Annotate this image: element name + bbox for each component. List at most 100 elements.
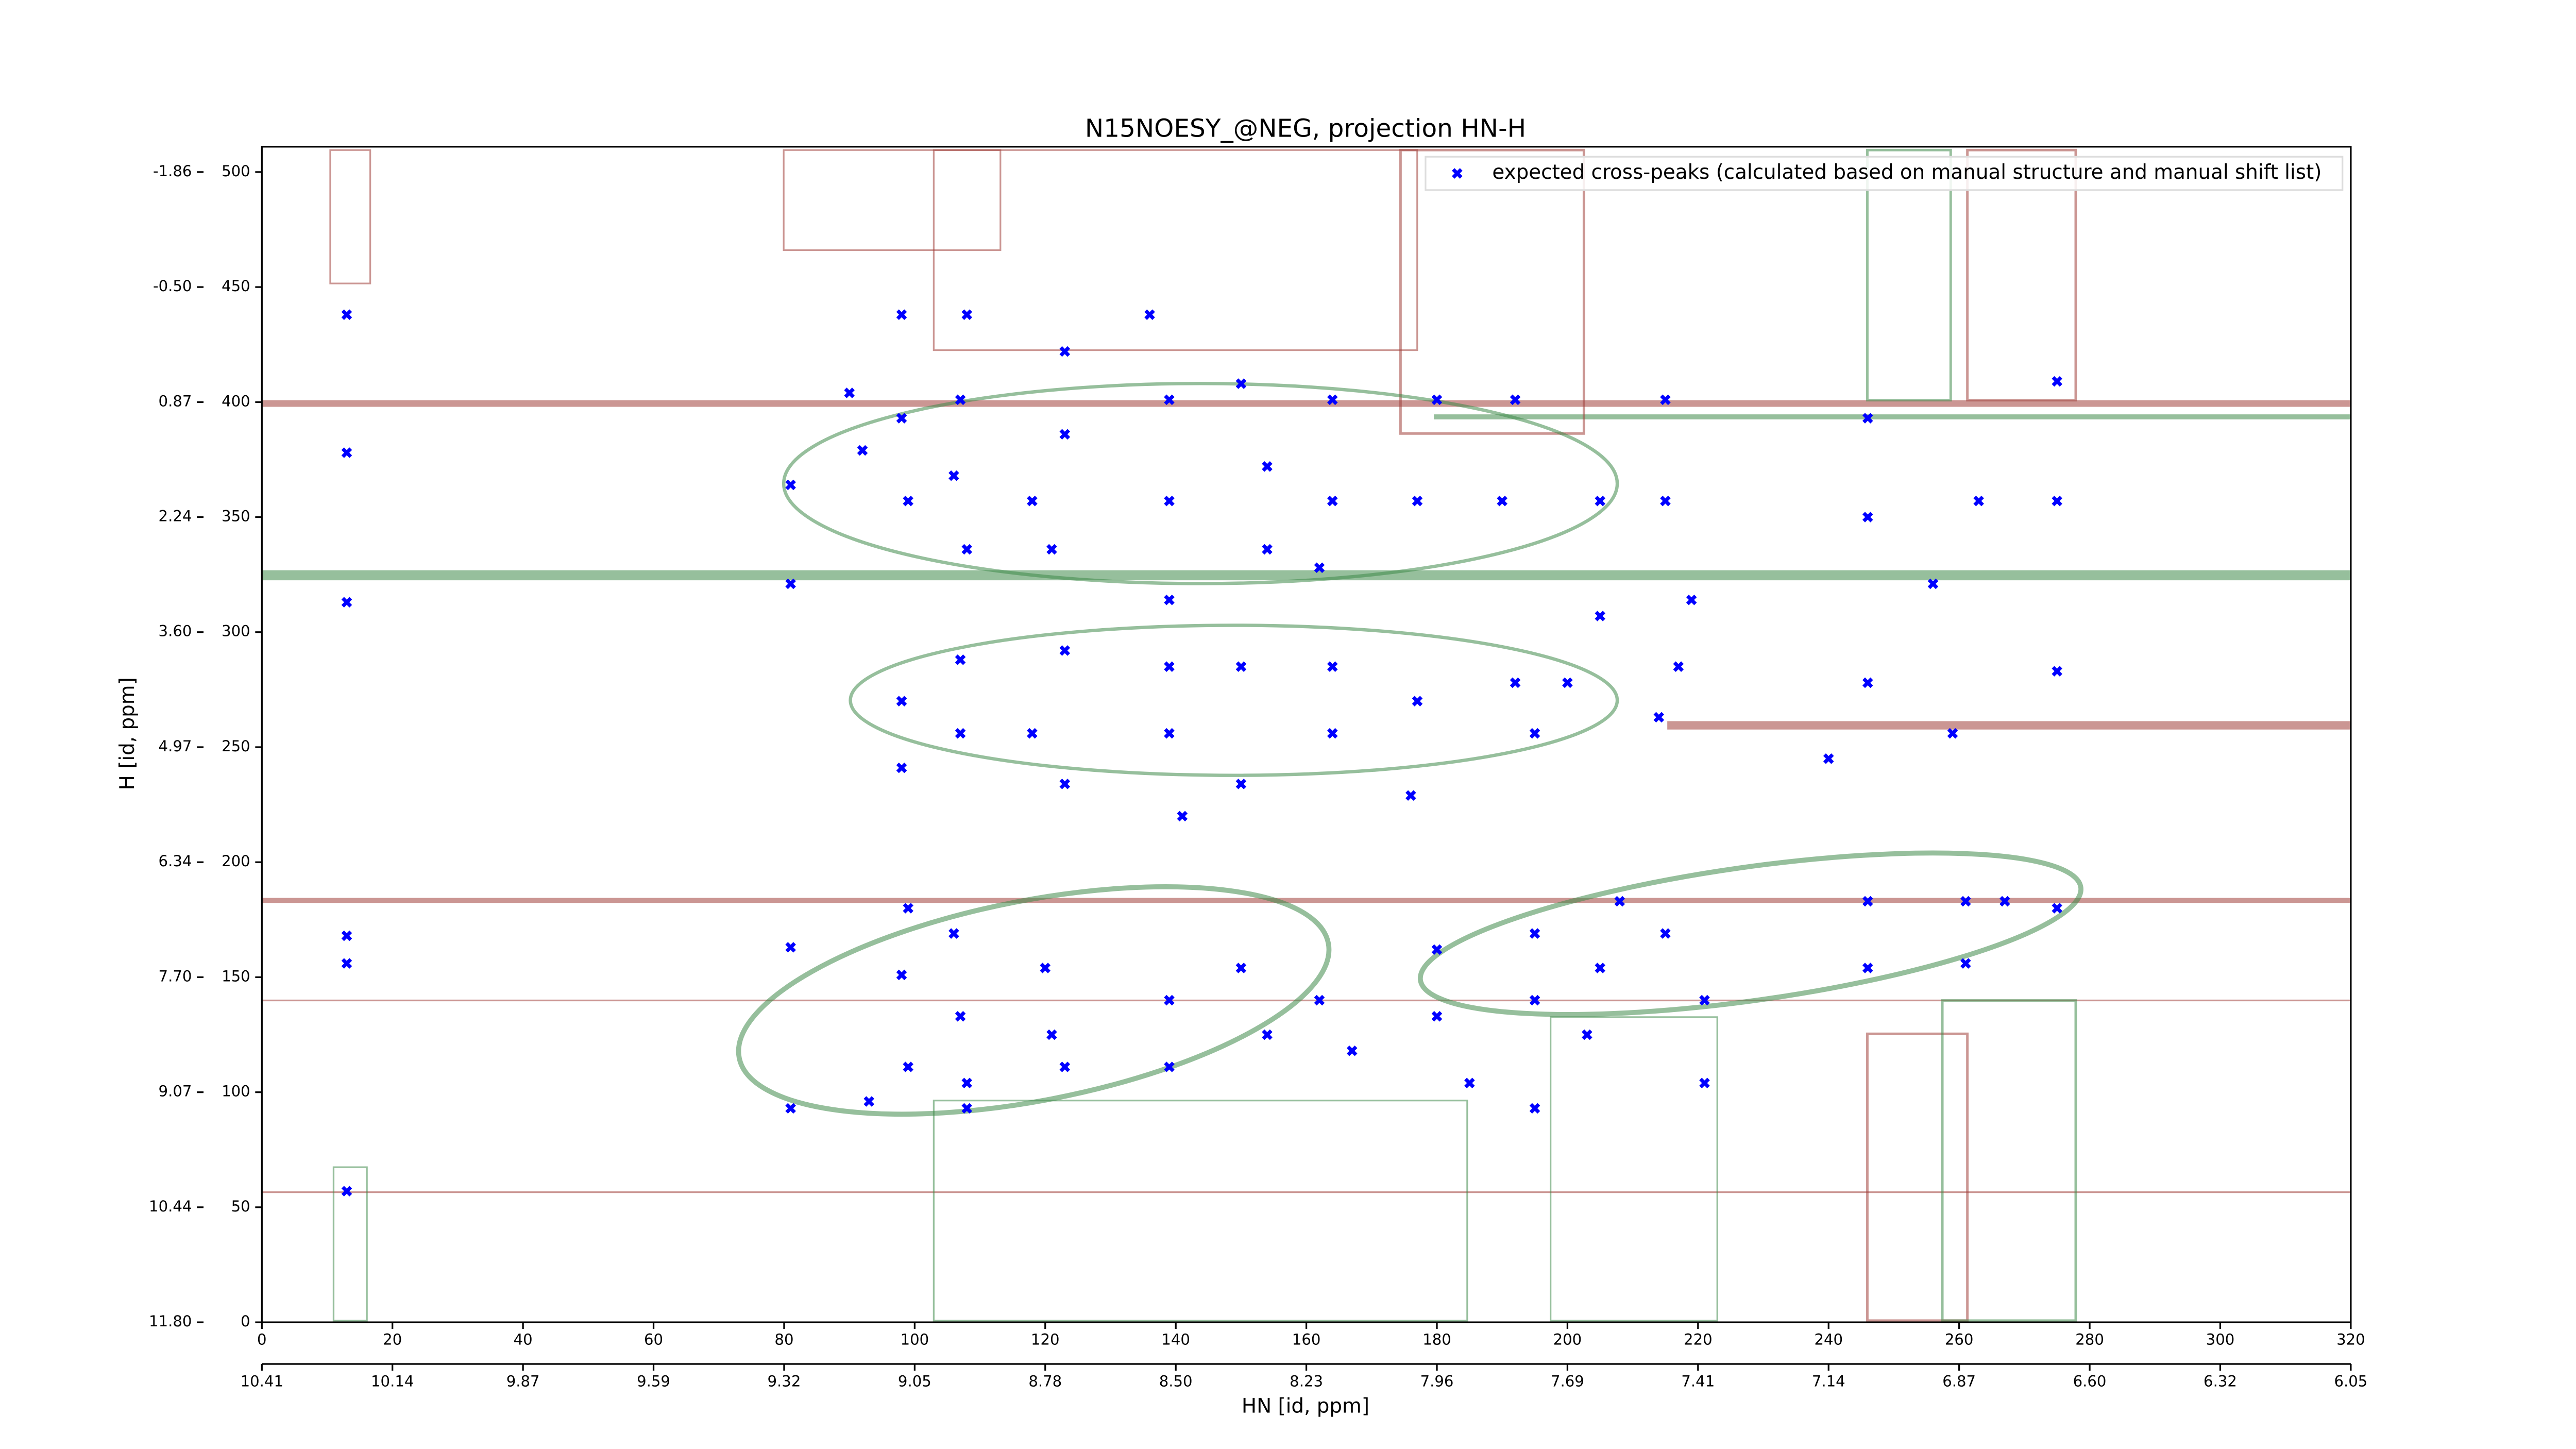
x2-tick-label: 7.14 — [1812, 1373, 1845, 1390]
x2-tick-label: 10.41 — [241, 1373, 283, 1390]
y2-tick-label: 9.07 — [159, 1083, 192, 1100]
y2-tick-label: 3.60 — [159, 622, 192, 640]
cross-peak — [961, 1077, 973, 1089]
x-tick-label: 180 — [1422, 1331, 1451, 1349]
cross-peak — [785, 578, 796, 589]
cross-peak — [1046, 1029, 1057, 1040]
cross-peak — [896, 696, 907, 706]
cross-peak — [1431, 944, 1443, 955]
cross-peak — [961, 309, 973, 320]
cross-peak — [903, 903, 913, 914]
cross-peak — [341, 1186, 352, 1197]
cross-peak — [903, 495, 913, 507]
cross-peak — [1412, 696, 1423, 706]
x-tick-label: 200 — [1553, 1331, 1582, 1349]
x-tick-label: 320 — [2336, 1331, 2365, 1349]
cross-peak — [1529, 928, 1540, 939]
legend-box — [1425, 156, 2344, 191]
x2-tick-label: 8.78 — [1028, 1373, 1062, 1390]
cross-peak — [1862, 896, 1873, 907]
y2-tick-label: -1.86 — [153, 162, 192, 180]
x-tick-label: 280 — [2075, 1331, 2104, 1349]
cross-peak — [2052, 666, 2063, 677]
cross-peak — [1327, 394, 1338, 406]
y-tick-label: 200 — [222, 852, 250, 870]
cross-peak — [863, 1096, 874, 1107]
cross-peak — [1497, 495, 1507, 507]
cross-peak — [1235, 378, 1247, 389]
cross-peak — [1686, 594, 1697, 605]
cross-peak — [1464, 1077, 1475, 1089]
cross-peak — [1144, 309, 1155, 320]
x2-tick-label: 9.59 — [637, 1373, 670, 1390]
x2-tick-label: 6.60 — [2073, 1373, 2107, 1390]
cross-peak — [341, 930, 352, 941]
x2-tick-label: 6.32 — [2204, 1373, 2237, 1390]
cross-peak — [1960, 958, 1971, 969]
cross-peak — [1164, 661, 1175, 672]
cross-peak — [1059, 779, 1071, 789]
y2-tick-label: 4.97 — [159, 737, 192, 755]
y-tick-label: 450 — [222, 277, 250, 295]
cross-peak — [1040, 963, 1051, 973]
cross-peak — [785, 479, 796, 491]
cross-peak — [1177, 811, 1188, 822]
x2-tick-label: 6.05 — [2334, 1373, 2367, 1390]
cross-peak — [1027, 728, 1038, 739]
cross-peak — [1660, 495, 1671, 507]
cross-peak — [1164, 495, 1175, 507]
cross-peak — [1595, 611, 1606, 621]
y-tick-label: 500 — [222, 162, 250, 180]
y2-tick-label: 10.44 — [149, 1198, 192, 1215]
cross-peak — [844, 387, 855, 398]
cross-peak — [1235, 963, 1247, 973]
y2-tick-label: 6.34 — [159, 852, 192, 870]
cross-peak — [1405, 790, 1416, 801]
cross-peak — [1164, 728, 1175, 739]
x2-tick-label: 8.50 — [1159, 1373, 1193, 1390]
y-tick-label: 100 — [222, 1083, 250, 1100]
cross-peak — [1235, 661, 1247, 672]
x2-tick-label: 10.14 — [371, 1373, 414, 1390]
cross-peak — [1046, 544, 1057, 555]
cross-peak — [1927, 578, 1939, 589]
y-axis-label: H [id, ppm] — [116, 677, 139, 790]
y-tick-label: 400 — [222, 392, 250, 410]
cross-peak — [1027, 495, 1038, 507]
cross-peak — [903, 1062, 913, 1072]
y-tick-label: 150 — [222, 967, 250, 985]
cross-peak — [1614, 896, 1625, 907]
chart-title: N15NOESY_@NEG, projection HN-H — [1085, 114, 1526, 143]
cross-peak — [1059, 1062, 1071, 1072]
cross-peak — [341, 309, 352, 320]
cross-peak — [1059, 645, 1071, 656]
cross-peak — [1510, 677, 1521, 688]
y-tick-label: 350 — [222, 508, 250, 525]
cross-peak — [1973, 495, 1984, 507]
x2-tick-label: 9.05 — [898, 1373, 931, 1390]
cross-peak — [1582, 1029, 1592, 1040]
x2-tick-label: 7.96 — [1420, 1373, 1454, 1390]
x-tick-label: 220 — [1684, 1331, 1713, 1349]
cross-peak — [1529, 728, 1540, 739]
x-tick-label: 80 — [774, 1331, 793, 1349]
y2-tick-label: 2.24 — [159, 508, 192, 525]
cross-peak — [1431, 1011, 1443, 1022]
cross-peak — [1164, 394, 1175, 406]
cross-peak — [1347, 1045, 1358, 1056]
cross-peak — [1595, 495, 1606, 507]
cross-peak — [1164, 1062, 1175, 1072]
x-tick-label: 240 — [1814, 1331, 1843, 1349]
cross-peak — [1960, 896, 1971, 907]
cross-peak — [341, 447, 352, 458]
x2-tick-label: 7.41 — [1681, 1373, 1715, 1390]
y2-tick-label: -0.50 — [153, 277, 192, 295]
cross-peak — [1510, 394, 1521, 406]
cross-peak — [1314, 562, 1325, 574]
x-tick-label: 20 — [383, 1331, 402, 1349]
cross-peak — [1529, 1103, 1540, 1114]
cross-peak — [1431, 394, 1443, 406]
cross-peak — [896, 969, 907, 981]
cross-peak — [1862, 512, 1873, 523]
